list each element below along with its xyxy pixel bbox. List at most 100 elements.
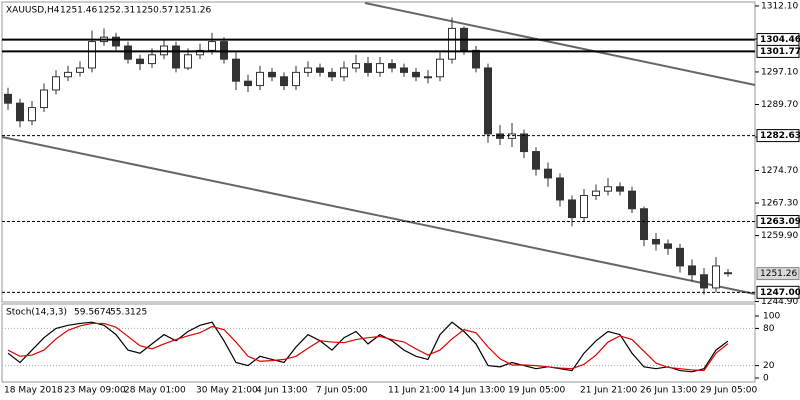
candle-body xyxy=(124,45,132,60)
candle-body xyxy=(40,89,48,109)
symbol: XAUUSD,H4 xyxy=(6,6,60,16)
candle-body xyxy=(412,71,420,78)
candle-body xyxy=(88,41,96,69)
candle-body xyxy=(340,67,348,78)
stoch-line xyxy=(7,322,729,372)
candle-body xyxy=(4,93,12,104)
candle-body xyxy=(640,208,648,241)
last-high: 1252.31 xyxy=(98,6,135,16)
stoch-line xyxy=(7,321,729,373)
price-box xyxy=(756,267,800,281)
stoch-tick-label: 100 xyxy=(763,312,780,322)
candle-body xyxy=(628,190,636,210)
candle-body xyxy=(604,186,612,192)
candle-body xyxy=(520,133,528,153)
candle-body xyxy=(280,76,288,87)
candle-body xyxy=(544,168,552,179)
candle-body xyxy=(352,63,360,69)
y-tick-label: 1312.10 xyxy=(761,1,798,11)
level-label: 1282.63 xyxy=(760,131,800,141)
candle-body xyxy=(616,186,624,192)
price-label: 1251.26 xyxy=(760,269,797,279)
candle-body xyxy=(220,41,228,60)
lower-trend-line xyxy=(1,136,756,295)
candle-body xyxy=(376,63,384,73)
x-tick-label: 28 May 01:00 xyxy=(124,386,186,396)
candle-body xyxy=(664,243,672,249)
main-panel xyxy=(1,1,756,303)
candle-body xyxy=(52,76,60,91)
level-label: 1301.77 xyxy=(760,47,800,57)
y-tick-label: 1244.90 xyxy=(761,297,798,307)
y-tick-label: 1274.70 xyxy=(761,166,798,176)
candle-body xyxy=(16,102,24,122)
candle-body xyxy=(112,36,120,47)
candle-body xyxy=(304,67,312,73)
candle-body xyxy=(256,71,264,87)
candle-body xyxy=(688,265,696,276)
candle-body xyxy=(568,199,576,219)
y-tick-label: 1259.90 xyxy=(761,231,798,241)
y-tick-label: 1289.70 xyxy=(761,100,798,110)
stoch-tick-label: 80 xyxy=(763,324,775,334)
candle-body xyxy=(388,63,396,69)
candle-body xyxy=(508,133,516,139)
x-tick-label: 11 Jun 21:00 xyxy=(388,386,445,396)
candle-body xyxy=(28,107,36,122)
x-tick-label: 30 May 21:00 xyxy=(196,386,258,396)
candle-body xyxy=(592,190,600,197)
level-box xyxy=(756,44,800,58)
last-low: 1250.57 xyxy=(136,6,173,16)
candle-body xyxy=(652,239,660,245)
stoch-d: 55.3125 xyxy=(110,308,147,318)
candle-body xyxy=(580,195,588,219)
candle-body xyxy=(496,133,504,139)
level-box xyxy=(756,215,800,229)
x-tick-label: 14 Jun 13:00 xyxy=(448,386,505,396)
candle-body xyxy=(232,58,240,82)
candle-body xyxy=(292,71,300,87)
candle-body xyxy=(724,272,732,275)
candle-body xyxy=(268,71,276,78)
candle-body xyxy=(244,80,252,87)
level-box xyxy=(756,285,800,299)
candle-body xyxy=(160,45,168,56)
candle-body xyxy=(64,71,72,78)
candle-body xyxy=(532,151,540,170)
candle-body xyxy=(208,41,216,51)
candle-body xyxy=(424,76,432,79)
candle-body xyxy=(136,58,144,65)
candle-body xyxy=(700,274,708,289)
candle-body xyxy=(712,265,720,289)
candle-body xyxy=(184,54,192,69)
level-label: 1304.46 xyxy=(760,35,800,45)
candle-body xyxy=(172,45,180,69)
y-tick-label: 1297.10 xyxy=(761,67,798,77)
x-tick-label: 4 Jun 13:00 xyxy=(256,386,308,396)
last-open: 1251.46 xyxy=(60,6,97,16)
level-label: 1263.09 xyxy=(760,217,800,227)
candle-body xyxy=(484,67,492,135)
candle-body xyxy=(556,177,564,201)
x-tick-label: 18 May 2018 xyxy=(4,386,63,396)
x-tick-label: 23 May 09:00 xyxy=(64,386,126,396)
x-tick-label: 19 Jun 05:00 xyxy=(508,386,565,396)
stoch-name: Stoch(14,3,3) xyxy=(6,308,67,318)
candle-body xyxy=(196,49,204,56)
x-tick-label: 21 Jun 21:00 xyxy=(580,386,637,396)
x-tick-label: 7 Jun 05:00 xyxy=(316,386,368,396)
candle-body xyxy=(400,67,408,73)
stoch-panel xyxy=(1,303,756,383)
stoch-tick-label: 0 xyxy=(763,374,769,384)
last-close: 1251.26 xyxy=(174,6,211,16)
candle-body xyxy=(76,67,84,73)
candle-body xyxy=(148,54,156,65)
candle-body xyxy=(328,71,336,78)
stoch-tick-label: 20 xyxy=(763,361,775,371)
candle-body xyxy=(676,247,684,267)
marks xyxy=(4,17,732,295)
y-tick-label: 1267.30 xyxy=(761,199,798,209)
candle-body xyxy=(364,63,372,73)
x-tick-label: 29 Jun 05:00 xyxy=(700,386,757,396)
